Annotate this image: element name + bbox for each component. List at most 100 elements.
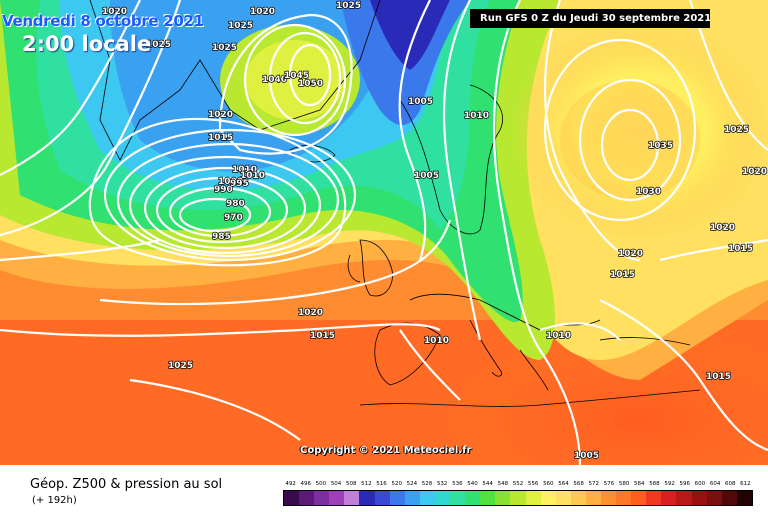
color-scale-swatch (284, 491, 300, 505)
color-scale-value: 512 (361, 481, 372, 487)
isobar-1000 (103, 128, 357, 262)
color-scale-swatch (706, 491, 722, 505)
isobar-label: 1005 (574, 451, 599, 461)
color-scale-value: 564 (558, 481, 569, 487)
copyright-notice: Copyright © 2021 Meteociel.fr (300, 445, 472, 456)
isobar-label: 1035 (648, 141, 673, 151)
model-run-info: Run GFS 0 Z du Jeudi 30 septembre 2021 (470, 9, 711, 28)
color-scale-swatch (721, 491, 737, 505)
isobar-1040 (243, 23, 347, 137)
isobar-label: 1025 (228, 21, 253, 31)
isobar-label: 1030 (636, 187, 661, 197)
isobar-label: 1025 (336, 1, 361, 11)
isobar-1005-north (398, 0, 431, 261)
color-scale-value: 596 (679, 481, 691, 487)
forecast-local-time: 2:00 locale (22, 32, 152, 56)
isobar-1025-iberia (399, 329, 461, 401)
color-scale-value: 556 (527, 481, 539, 487)
isobar-995 (116, 142, 340, 258)
isobar-1015-central (99, 219, 452, 306)
isobar-label: 1010 (232, 165, 257, 175)
isobar-label: 1005 (408, 97, 433, 107)
color-scale-swatch (434, 491, 451, 505)
color-scale-value: 520 (391, 481, 402, 487)
isobar-970 (178, 197, 252, 233)
iberia-coast (374, 322, 441, 386)
isobar-label: 1025 (146, 40, 171, 50)
isobar-975 (168, 186, 272, 238)
warm-core-southwest (0, 350, 320, 465)
isobar-1015-atl (0, 238, 161, 262)
color-scale-value: 608 (725, 481, 736, 487)
color-scale-swatch (374, 491, 390, 505)
isobar-label: 1010 (464, 111, 489, 121)
isobar-1035-east (600, 108, 660, 182)
color-scale-value: 548 (497, 481, 509, 487)
isobar-labels: 1020 1025 1020 1025 1025 1025 1020 1015 … (101, 0, 767, 461)
color-scale-swatch (631, 491, 647, 505)
eastern-high-core (560, 80, 700, 200)
isobar-1020-west (0, 0, 141, 176)
color-scale-value: 560 (543, 481, 554, 487)
isobar-1050 (288, 43, 332, 107)
north-africa-coast (359, 389, 701, 407)
isobar-1030-east (578, 78, 682, 202)
isobar-1015-se (599, 299, 768, 452)
color-scale-value: 588 (649, 481, 660, 487)
isobar-label: 1015 (610, 270, 635, 280)
color-scale-value: 528 (421, 481, 433, 487)
isobar-label: 1010 (546, 331, 571, 341)
isobar-label: 1050 (298, 79, 323, 89)
isobar-985 (143, 166, 307, 250)
eastern-high (510, 20, 768, 240)
color-scale-value: 508 (345, 481, 357, 487)
isobar-label: 1020 (298, 308, 323, 318)
color-scale-value: 552 (512, 481, 524, 487)
isobar-1045 (268, 31, 342, 125)
color-scale-swatch (570, 491, 586, 505)
isobars (0, 0, 768, 465)
isobar-label: 1025 (212, 43, 237, 53)
isobar-label: 1020 (742, 167, 767, 177)
isobar-1020-east (543, 0, 641, 262)
color-scale-swatch (465, 491, 481, 505)
color-scale-swatch (676, 491, 692, 505)
isobar-1035 (218, 13, 353, 155)
color-scale-value: 504 (330, 481, 342, 487)
coastlines (89, 0, 701, 407)
isobar-label: 1000 (218, 177, 243, 187)
isobar-label: 1010 (424, 336, 449, 346)
color-scale-bar (283, 490, 753, 506)
color-scale-values: 492 496 500 504 508 512 516 520 524 528 532 536 540 5… (283, 481, 753, 489)
isobar-label: 995 (230, 179, 249, 189)
color-scale-swatch (404, 491, 420, 505)
color-scale-value: 568 (573, 481, 584, 487)
color-scale-swatch (510, 491, 526, 505)
color-scale-swatch (555, 491, 571, 505)
color-scale-swatch (299, 491, 315, 505)
isobar-label: 1015 (310, 331, 335, 341)
british-isles-coast (359, 239, 393, 297)
isobar-1020-se (659, 238, 768, 262)
isobar-label: 1045 (284, 71, 309, 81)
color-scale-swatch (540, 491, 556, 505)
legend-footer: Géop. Z500 & pression au sol (+ 192h) 49… (0, 465, 768, 512)
color-scale-value: 592 (664, 481, 675, 487)
color-scale-swatch (344, 491, 360, 505)
color-scale-swatch (419, 491, 435, 505)
isobar-1010-north (442, 0, 482, 341)
color-scale-swatch (480, 491, 496, 505)
isobar-label: 985 (212, 232, 231, 242)
legend-lead-time: (+ 192h) (32, 495, 77, 506)
synoptic-map: 1020 1025 1020 1025 1025 1025 1020 1015 … (0, 0, 768, 465)
isobar-label: 1015 (706, 372, 731, 382)
isobar-label: 1020 (208, 110, 233, 120)
isobar-label: 1025 (724, 125, 749, 135)
continent-coast (409, 293, 601, 331)
color-scale-swatch (646, 491, 662, 505)
isobar-label: 1015 (208, 133, 233, 143)
isobar-label: 1025 (168, 361, 193, 371)
color-scale-swatch (600, 491, 617, 505)
color-scale-value: 524 (406, 481, 418, 487)
